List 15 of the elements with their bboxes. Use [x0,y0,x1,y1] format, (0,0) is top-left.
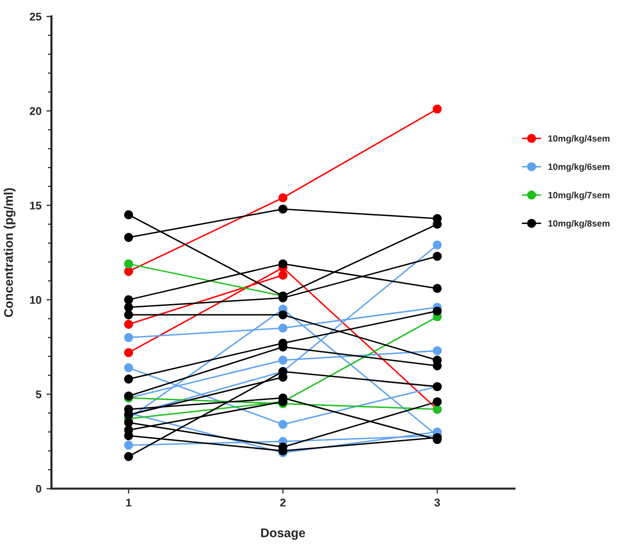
y-tick-label: 5 [36,390,42,398]
legend-label: 10mg/kg/8sem [548,220,610,228]
x-axis-title: Dosage [261,528,306,540]
x-tick-label: 1 [126,498,132,506]
x-tick-label: 3 [434,498,440,507]
y-tick-label: 15 [30,202,42,210]
legend-label: 10mg/kg/4sem [548,135,610,144]
y-tick-label: 0 [36,484,42,493]
legend-label: 10mg/kg/6sem [548,163,610,172]
y-axis-title: Concentration (pg/ml) [4,188,16,317]
y-tick-label: 25 [30,12,42,21]
x-tick-label: 2 [280,498,286,506]
y-tick-label: 10 [30,296,42,304]
y-tick-label: 20 [30,107,42,116]
legend-label: 10mg/kg/7sem [548,192,610,200]
